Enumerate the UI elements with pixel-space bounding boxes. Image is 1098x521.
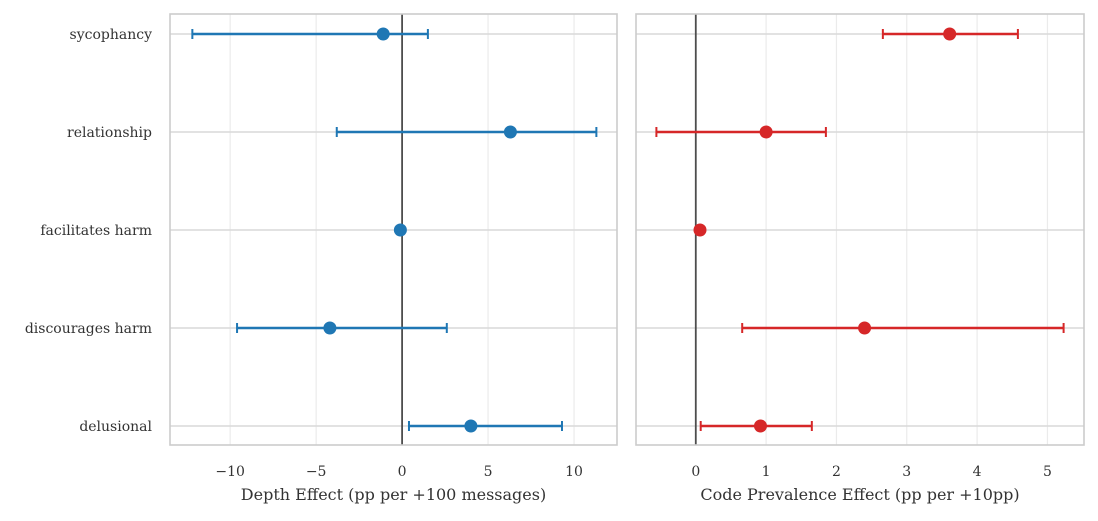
point-estimate-1 bbox=[503, 125, 517, 139]
category-label-2: facilitates harm bbox=[40, 223, 152, 239]
x-tick-label-0: 0 bbox=[691, 464, 700, 480]
x-tick-label-1: 1 bbox=[762, 464, 771, 480]
point-estimate-3 bbox=[323, 321, 337, 335]
category-label-1: relationship bbox=[67, 125, 152, 141]
point-estimate-3 bbox=[858, 321, 872, 335]
category-label-3: discourages harm bbox=[25, 321, 152, 337]
x-tick-label-1: −5 bbox=[306, 464, 327, 480]
point-estimate-2 bbox=[393, 223, 407, 237]
point-estimate-4 bbox=[753, 419, 767, 433]
panel-1: 0 1 2 3 4 5 Code Prevalence Effect (pp per +10… bbox=[635, 13, 1085, 504]
point-estimate-1 bbox=[759, 125, 773, 139]
point-estimate-0 bbox=[376, 27, 390, 41]
x-tick-label-4: 10 bbox=[565, 464, 583, 480]
point-estimate-0 bbox=[943, 27, 957, 41]
x-tick-label-2: 0 bbox=[398, 464, 407, 480]
point-estimate-2 bbox=[693, 223, 707, 237]
x-tick-label-2: 2 bbox=[832, 464, 841, 480]
panel-frame bbox=[635, 13, 1085, 446]
panel-frame bbox=[169, 13, 618, 446]
point-estimate-4 bbox=[464, 419, 478, 433]
panel-0: −10 −5 0 5 10 Depth Effect (pp per +100 messa… bbox=[169, 13, 618, 504]
category-label-4: delusional bbox=[79, 419, 152, 435]
x-tick-label-3: 5 bbox=[484, 464, 493, 480]
x-tick-label-3: 3 bbox=[902, 464, 911, 480]
x-tick-label-5: 5 bbox=[1043, 464, 1052, 480]
x-axis-title: Depth Effect (pp per +100 messages) bbox=[241, 485, 546, 504]
x-tick-label-4: 4 bbox=[973, 464, 982, 480]
x-tick-label-0: −10 bbox=[215, 464, 245, 480]
category-label-0: sycophancy bbox=[70, 27, 153, 43]
x-axis-title: Code Prevalence Effect (pp per +10pp) bbox=[700, 485, 1019, 504]
